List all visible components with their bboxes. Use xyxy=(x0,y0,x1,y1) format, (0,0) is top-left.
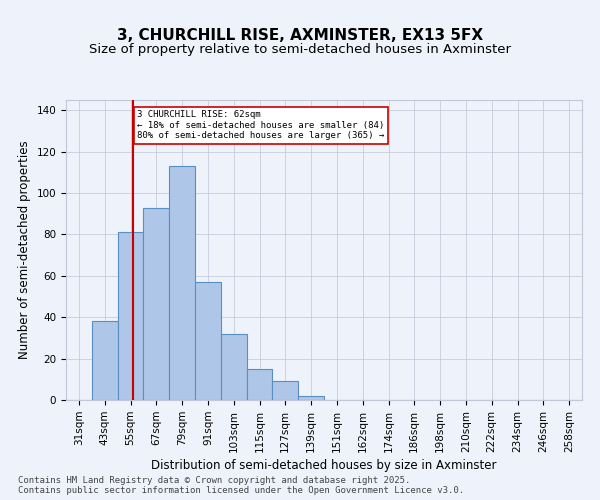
Bar xyxy=(221,334,247,400)
Bar xyxy=(92,322,118,400)
Bar xyxy=(247,369,272,400)
Text: 3, CHURCHILL RISE, AXMINSTER, EX13 5FX: 3, CHURCHILL RISE, AXMINSTER, EX13 5FX xyxy=(117,28,483,42)
Text: Contains HM Land Registry data © Crown copyright and database right 2025.
Contai: Contains HM Land Registry data © Crown c… xyxy=(18,476,464,495)
Text: 3 CHURCHILL RISE: 62sqm
← 18% of semi-detached houses are smaller (84)
80% of se: 3 CHURCHILL RISE: 62sqm ← 18% of semi-de… xyxy=(137,110,385,140)
X-axis label: Distribution of semi-detached houses by size in Axminster: Distribution of semi-detached houses by … xyxy=(151,459,497,472)
Bar xyxy=(272,382,298,400)
Text: Size of property relative to semi-detached houses in Axminster: Size of property relative to semi-detach… xyxy=(89,42,511,56)
Bar xyxy=(143,208,169,400)
Bar xyxy=(169,166,195,400)
Bar xyxy=(298,396,324,400)
Bar xyxy=(195,282,221,400)
Bar xyxy=(118,232,143,400)
Y-axis label: Number of semi-detached properties: Number of semi-detached properties xyxy=(18,140,31,360)
